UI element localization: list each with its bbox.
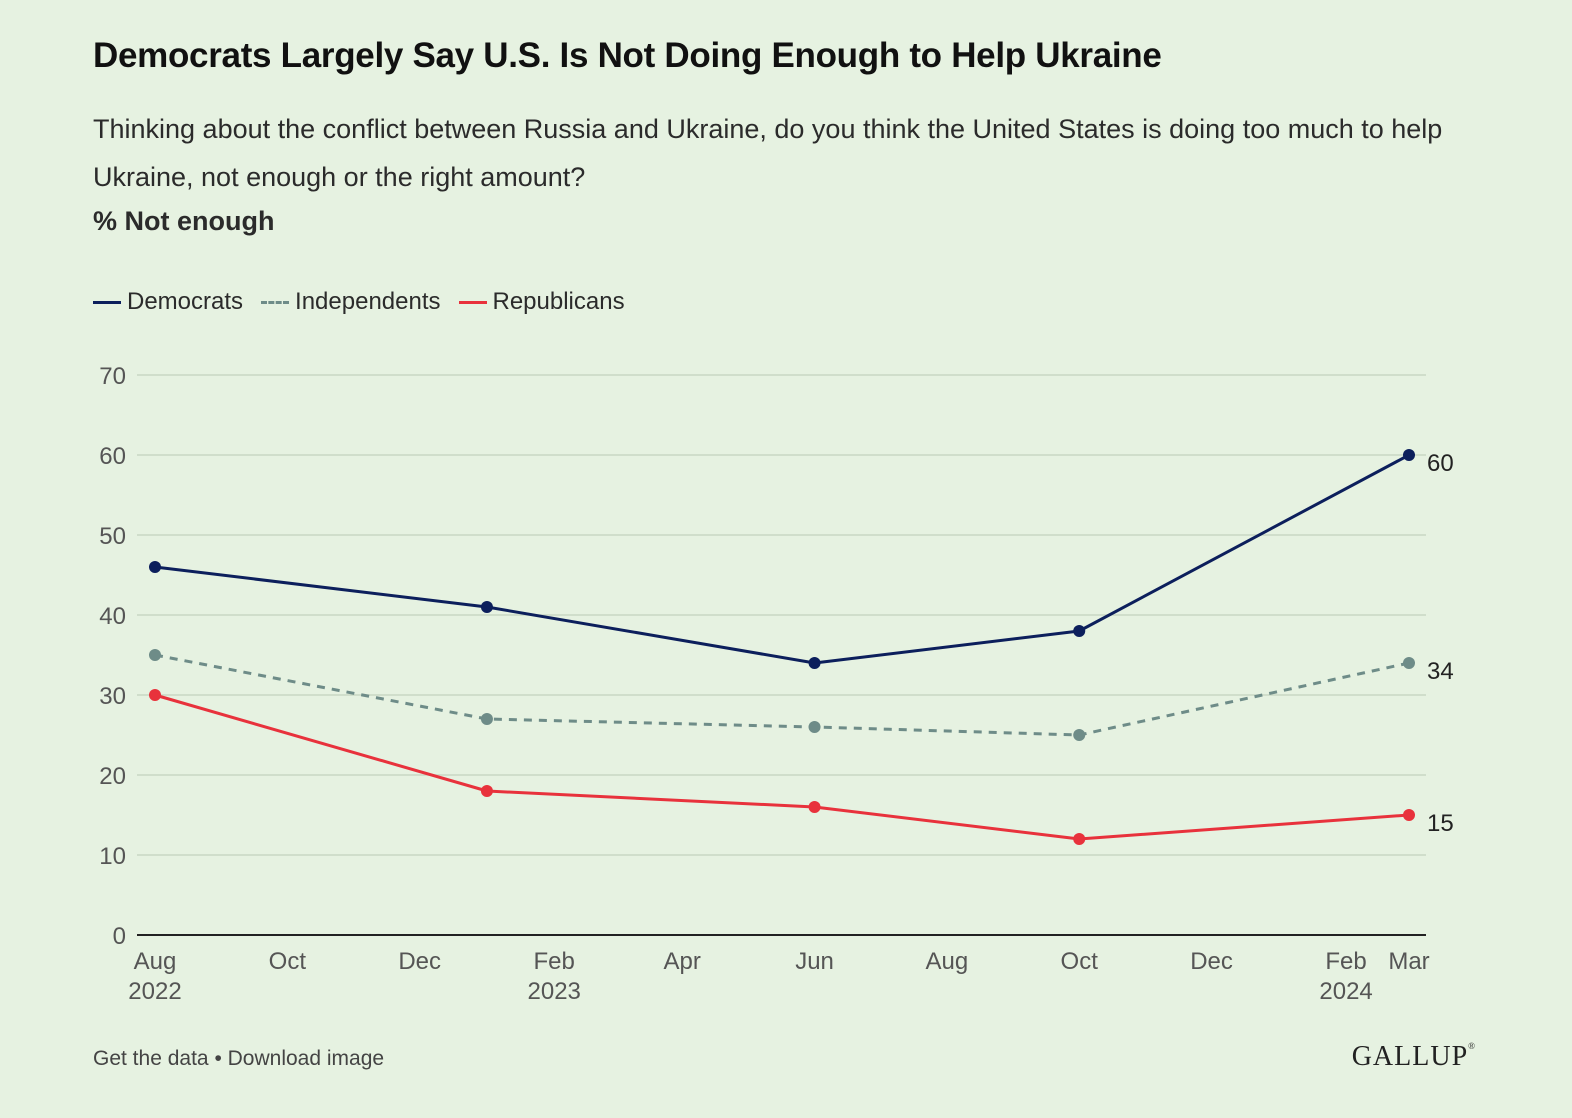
end-value-label-democrats: 60: [1427, 450, 1454, 477]
x-tick-label: Mar: [1388, 948, 1429, 975]
data-point-democrats: [149, 561, 161, 573]
x-tick-label: Oct: [269, 948, 307, 975]
x-tick-year-label: 2022: [128, 978, 181, 1005]
data-point-republicans: [1073, 833, 1086, 845]
data-point-independents: [1403, 657, 1415, 669]
gallup-logo: GALLUP®: [1351, 1041, 1476, 1072]
data-point-democrats: [1403, 449, 1415, 461]
footer: Get the data • Download image: [93, 1047, 384, 1071]
logo-text: GALLUP: [1351, 1041, 1469, 1072]
y-tick-label: 30: [99, 683, 126, 710]
y-tick-label: 0: [113, 923, 126, 950]
legend-label-independents: Independents: [295, 288, 441, 315]
x-tick-label: Aug: [134, 948, 177, 975]
data-point-republicans: [808, 801, 821, 813]
chart-subtitle: Thinking about the conflict between Russ…: [93, 114, 1443, 192]
data-point-democrats: [480, 601, 493, 613]
y-tick-label: 10: [99, 843, 126, 870]
legend-label-republicans: Republicans: [492, 288, 625, 315]
y-tick-label: 70: [99, 363, 126, 390]
data-point-republicans: [480, 785, 493, 797]
download-image-link[interactable]: Download image: [227, 1047, 385, 1070]
y-tick-label: 60: [99, 443, 126, 470]
get-data-link[interactable]: Get the data: [93, 1047, 209, 1070]
footer-separator: •: [214, 1047, 222, 1070]
legend-item-independents: Independents: [261, 288, 441, 316]
data-point-democrats: [1073, 625, 1086, 637]
x-tick-label: Feb: [534, 948, 575, 975]
data-point-independents: [1073, 729, 1086, 741]
x-tick-label: Feb: [1325, 948, 1366, 975]
legend-swatch-republicans: [458, 300, 487, 304]
y-tick-label: 50: [99, 523, 126, 550]
measure-label: % Not enough: [93, 206, 275, 236]
data-point-democrats: [808, 657, 821, 669]
data-point-independents: [808, 721, 821, 733]
legend-swatch-independents: [261, 300, 290, 304]
end-value-label-independents: 34: [1427, 658, 1454, 685]
series-line-democrats: [154, 453, 1410, 665]
data-point-republicans: [1403, 809, 1415, 821]
x-tick-label: Apr: [664, 948, 701, 975]
legend-item-republicans: Republicans: [458, 288, 625, 316]
legend-swatch-democrats: [93, 300, 121, 304]
series-line-republicans: [154, 693, 1410, 841]
x-tick-label: Aug: [926, 948, 969, 975]
end-value-label-republicans: 15: [1427, 810, 1454, 837]
x-tick-label: Dec: [1190, 948, 1233, 975]
x-tick-label: Jun: [795, 948, 834, 975]
x-tick-label: Oct: [1061, 948, 1099, 975]
data-point-republicans: [149, 689, 161, 701]
line-chart: 0 10 20 30 40 50 60 70 Aug 2022 Oct Dec Feb 2023 Apr Ju…: [99, 363, 1454, 1005]
y-tick-label: 20: [99, 763, 126, 790]
y-tick-label: 40: [99, 603, 126, 630]
x-tick-year-label: 2024: [1319, 978, 1372, 1005]
chart-title: Democrats Largely Say U.S. Is Not Doing …: [93, 36, 1162, 75]
legend: Democrats Independents Republicans: [93, 288, 643, 316]
legend-label-democrats: Democrats: [127, 288, 244, 315]
legend-item-democrats: Democrats: [93, 288, 243, 316]
x-tick-year-label: 2023: [528, 978, 581, 1005]
x-tick-label: Dec: [398, 948, 441, 975]
data-point-independents: [480, 713, 493, 725]
data-point-independents: [149, 649, 161, 661]
